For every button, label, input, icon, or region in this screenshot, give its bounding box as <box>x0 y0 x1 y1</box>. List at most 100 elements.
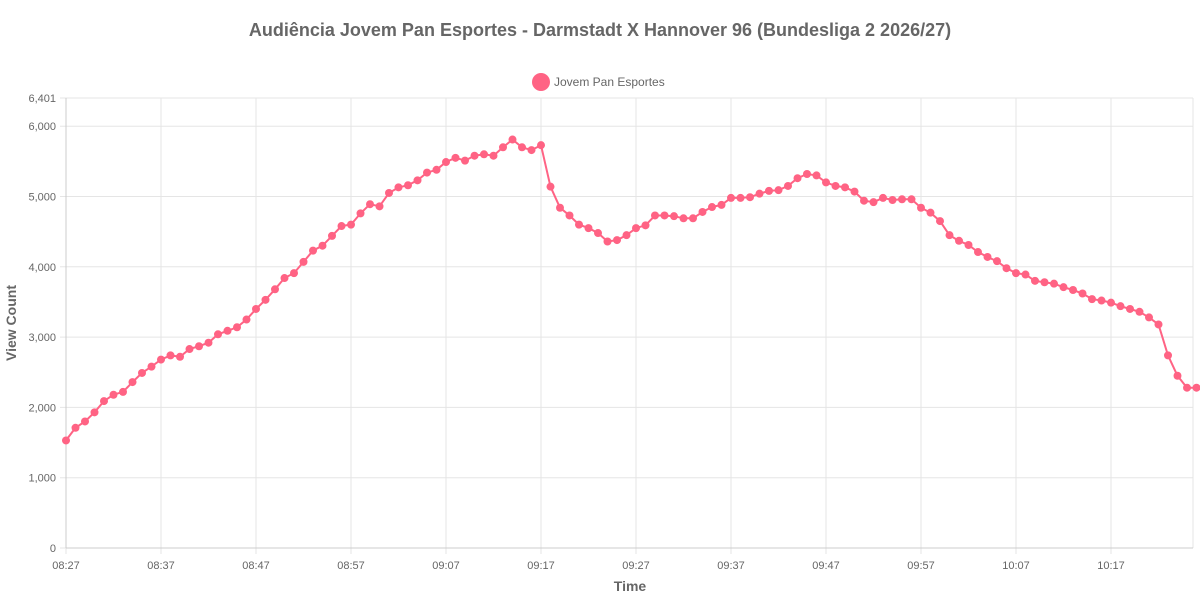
data-point[interactable] <box>1164 351 1172 360</box>
data-point[interactable] <box>1183 383 1191 392</box>
data-point[interactable] <box>451 153 460 162</box>
data-point[interactable] <box>784 181 792 190</box>
data-point[interactable] <box>290 269 298 278</box>
data-point[interactable] <box>1192 383 1200 392</box>
data-point[interactable] <box>176 352 184 361</box>
data-point[interactable] <box>1088 295 1096 304</box>
data-point[interactable] <box>964 241 973 250</box>
data-point[interactable] <box>993 257 1001 266</box>
data-point[interactable] <box>822 178 830 187</box>
data-point[interactable] <box>879 193 887 202</box>
data-point[interactable] <box>1107 298 1115 307</box>
data-point[interactable] <box>1021 270 1030 279</box>
data-point[interactable] <box>584 224 593 233</box>
data-point[interactable] <box>736 193 745 202</box>
data-point[interactable] <box>480 150 488 159</box>
data-point[interactable] <box>613 236 621 245</box>
data-point[interactable] <box>223 326 232 335</box>
data-point[interactable] <box>1097 296 1106 305</box>
data-point[interactable] <box>546 182 555 191</box>
data-point[interactable] <box>432 165 441 174</box>
data-point[interactable] <box>119 387 127 396</box>
data-point[interactable] <box>1078 289 1087 298</box>
data-point[interactable] <box>442 158 450 167</box>
data-point[interactable] <box>888 196 897 205</box>
data-point[interactable] <box>347 220 355 229</box>
data-point[interactable] <box>318 241 327 250</box>
data-point[interactable] <box>138 368 146 377</box>
data-point[interactable] <box>204 338 213 347</box>
data-point[interactable] <box>1116 302 1125 311</box>
data-point[interactable] <box>90 408 99 417</box>
data-point[interactable] <box>62 436 70 445</box>
data-point[interactable] <box>470 151 479 160</box>
data-point[interactable] <box>746 193 754 202</box>
data-point[interactable] <box>670 212 678 221</box>
data-point[interactable] <box>774 186 783 195</box>
data-point[interactable] <box>945 231 954 240</box>
data-point[interactable] <box>869 198 878 207</box>
data-point[interactable] <box>508 135 517 144</box>
data-point[interactable] <box>309 246 317 255</box>
data-point[interactable] <box>907 195 916 204</box>
data-point[interactable] <box>385 188 393 197</box>
data-point[interactable] <box>1002 264 1011 273</box>
data-point[interactable] <box>1154 320 1163 329</box>
data-point[interactable] <box>413 176 422 185</box>
data-point[interactable] <box>1173 371 1182 380</box>
data-point[interactable] <box>622 231 631 240</box>
data-point[interactable] <box>356 209 365 218</box>
data-point[interactable] <box>594 229 602 238</box>
data-point[interactable] <box>147 362 156 371</box>
data-point[interactable] <box>641 221 650 230</box>
data-point[interactable] <box>765 186 773 195</box>
data-point[interactable] <box>271 285 279 294</box>
data-point[interactable] <box>841 183 849 192</box>
data-point[interactable] <box>1059 283 1068 292</box>
data-point[interactable] <box>565 211 574 220</box>
data-point[interactable] <box>660 211 669 220</box>
data-point[interactable] <box>860 196 868 205</box>
data-point[interactable] <box>328 231 336 240</box>
data-point[interactable] <box>812 171 821 180</box>
data-point[interactable] <box>679 214 688 223</box>
data-point[interactable] <box>1031 276 1039 285</box>
data-point[interactable] <box>375 202 384 211</box>
data-point[interactable] <box>1069 285 1077 294</box>
data-point[interactable] <box>556 203 564 212</box>
data-point[interactable] <box>1145 313 1153 322</box>
data-point[interactable] <box>261 295 270 304</box>
data-point[interactable] <box>195 342 203 351</box>
data-point[interactable] <box>689 214 697 223</box>
data-point[interactable] <box>698 207 707 216</box>
data-point[interactable] <box>81 417 89 426</box>
data-point[interactable] <box>831 181 840 190</box>
data-point[interactable] <box>850 187 859 196</box>
data-point[interactable] <box>917 203 925 212</box>
data-point[interactable] <box>603 237 612 246</box>
data-point[interactable] <box>185 345 194 354</box>
data-point[interactable] <box>252 304 260 313</box>
data-point[interactable] <box>128 378 137 387</box>
data-point[interactable] <box>518 143 526 152</box>
data-point[interactable] <box>974 248 982 257</box>
data-point[interactable] <box>1126 304 1134 313</box>
data-point[interactable] <box>71 423 80 432</box>
data-point[interactable] <box>983 252 992 261</box>
data-point[interactable] <box>1135 307 1144 316</box>
data-point[interactable] <box>489 151 498 160</box>
data-point[interactable] <box>926 208 935 217</box>
data-point[interactable] <box>404 181 412 190</box>
data-point[interactable] <box>280 274 289 283</box>
data-point[interactable] <box>214 330 222 339</box>
data-point[interactable] <box>233 323 241 332</box>
data-point[interactable] <box>803 169 811 178</box>
data-point[interactable] <box>527 146 536 155</box>
data-point[interactable] <box>242 315 251 324</box>
data-point[interactable] <box>299 257 308 266</box>
data-point[interactable] <box>537 141 545 150</box>
data-point[interactable] <box>717 200 726 209</box>
data-point[interactable] <box>651 211 659 220</box>
data-point[interactable] <box>708 203 716 212</box>
data-point[interactable] <box>793 174 802 183</box>
